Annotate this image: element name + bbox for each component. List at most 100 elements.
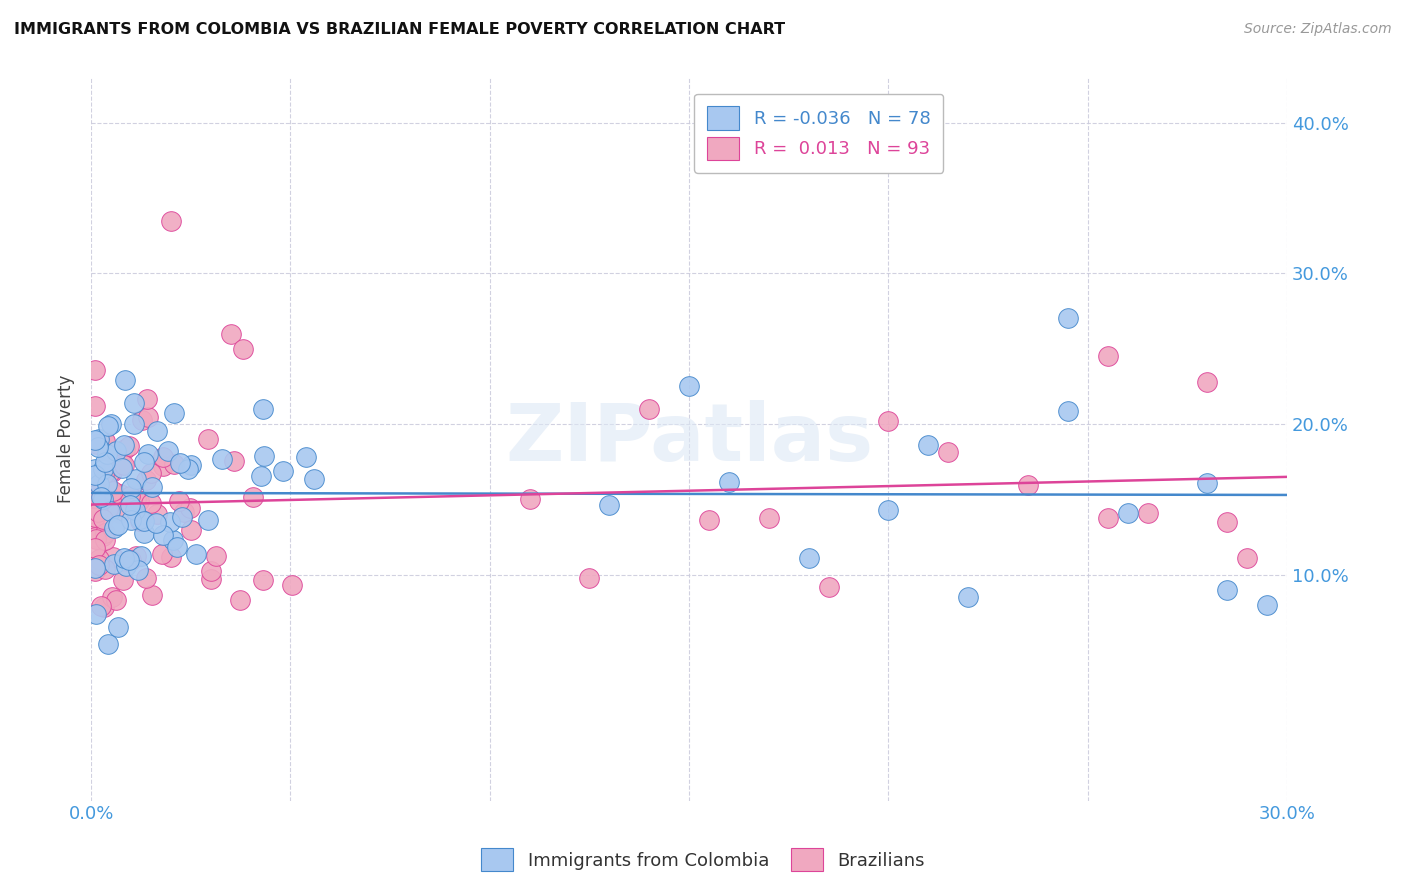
Point: [197, 513, 219, 527]
Point: [519, 491, 541, 506]
Point: [93, 525, 115, 540]
Point: [936, 445, 959, 459]
Point: [150, 547, 173, 561]
Point: [98, 445, 121, 459]
Point: [124, 503, 146, 517]
Point: [112, 458, 135, 472]
Point: [96, 477, 118, 491]
Point: [179, 501, 201, 516]
Point: [91, 492, 114, 507]
Point: [252, 402, 274, 417]
Point: [172, 510, 194, 524]
Point: [163, 457, 186, 471]
Point: [101, 465, 124, 479]
Point: [111, 461, 134, 475]
Point: [120, 513, 142, 527]
Point: [135, 571, 157, 585]
Point: [108, 507, 131, 521]
Legend: Immigrants from Colombia, Brazilians: Immigrants from Colombia, Brazilians: [474, 841, 932, 879]
Point: [1216, 582, 1239, 597]
Point: [93, 512, 115, 526]
Point: [114, 373, 136, 387]
Point: [162, 406, 184, 420]
Point: [204, 549, 226, 563]
Point: [159, 515, 181, 529]
Point: [128, 493, 150, 508]
Point: [957, 590, 980, 604]
Point: [134, 514, 156, 528]
Point: [100, 417, 122, 431]
Point: [917, 438, 939, 452]
Point: [89, 432, 111, 446]
Point: [87, 558, 110, 572]
Point: [200, 572, 222, 586]
Point: [229, 592, 252, 607]
Point: [222, 453, 245, 467]
Point: [84, 541, 107, 555]
Point: [135, 392, 157, 406]
Point: [242, 490, 264, 504]
Point: [97, 502, 120, 516]
Point: [84, 468, 107, 483]
Point: [103, 558, 125, 572]
Point: [103, 487, 125, 501]
Point: [93, 467, 115, 481]
Point: [84, 399, 107, 413]
Point: [93, 434, 115, 449]
Point: [118, 553, 141, 567]
Point: [94, 562, 117, 576]
Point: [252, 573, 274, 587]
Point: [105, 593, 128, 607]
Text: IMMIGRANTS FROM COLOMBIA VS BRAZILIAN FEMALE POVERTY CORRELATION CHART: IMMIGRANTS FROM COLOMBIA VS BRAZILIAN FE…: [14, 22, 785, 37]
Point: [98, 466, 121, 480]
Point: [129, 549, 152, 564]
Point: [232, 342, 254, 356]
Point: [90, 599, 112, 613]
Point: [197, 432, 219, 446]
Point: [180, 523, 202, 537]
Point: [127, 563, 149, 577]
Point: [97, 637, 120, 651]
Point: [1017, 478, 1039, 492]
Point: [136, 409, 159, 424]
Point: [134, 525, 156, 540]
Point: [124, 492, 146, 507]
Point: [124, 395, 146, 409]
Point: [125, 472, 148, 486]
Point: [1256, 598, 1278, 612]
Point: [211, 451, 233, 466]
Point: [304, 472, 326, 486]
Point: [152, 450, 174, 465]
Point: [156, 443, 179, 458]
Point: [281, 578, 304, 592]
Point: [84, 607, 107, 621]
Point: [87, 552, 110, 566]
Point: [252, 449, 274, 463]
Point: [93, 600, 115, 615]
Point: [98, 504, 121, 518]
Point: [697, 513, 720, 527]
Point: [84, 363, 107, 377]
Point: [84, 561, 107, 575]
Point: [107, 620, 129, 634]
Point: [129, 514, 152, 528]
Point: [103, 521, 125, 535]
Point: [100, 591, 122, 605]
Point: [84, 482, 107, 496]
Point: [598, 498, 620, 512]
Point: [638, 402, 661, 417]
Point: [110, 487, 132, 501]
Point: [97, 419, 120, 434]
Point: [162, 533, 184, 547]
Point: [173, 505, 195, 519]
Point: [120, 481, 142, 495]
Point: [84, 434, 107, 448]
Point: [186, 547, 208, 561]
Point: [134, 455, 156, 469]
Point: [84, 532, 107, 546]
Point: [180, 458, 202, 472]
Point: [152, 458, 174, 473]
Point: [86, 437, 108, 451]
Point: [114, 442, 136, 457]
Point: [103, 549, 125, 564]
